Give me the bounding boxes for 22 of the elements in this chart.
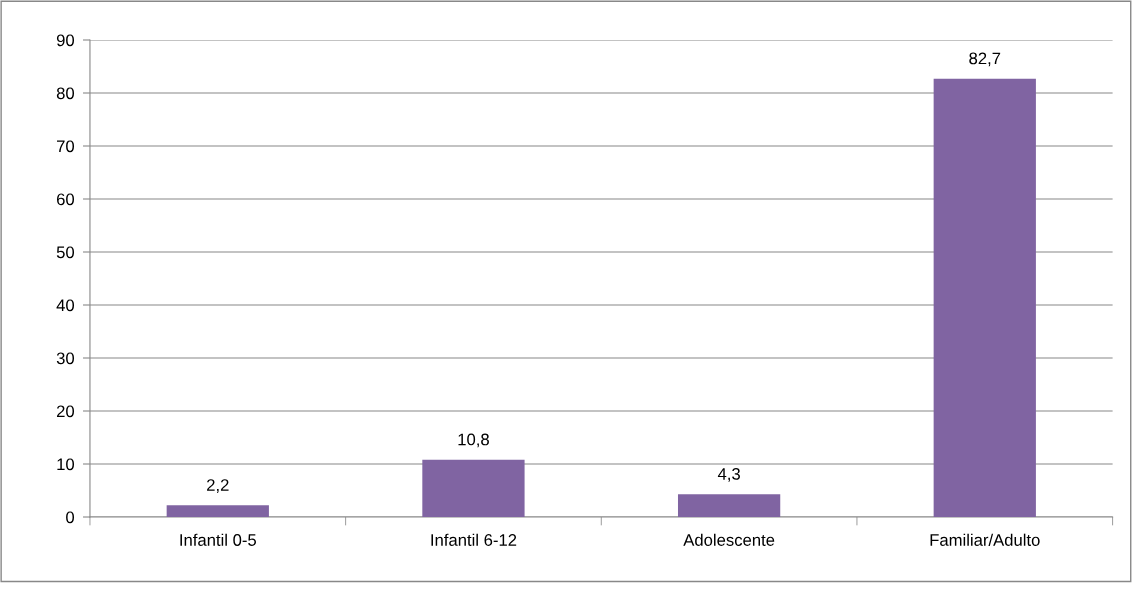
y-tick-label: 30: [56, 352, 75, 365]
bar: [166, 505, 269, 517]
x-tick-label: Adolescente: [683, 533, 775, 546]
y-tick-label: 80: [56, 87, 75, 100]
bar: [422, 459, 525, 517]
y-tick-label: 0: [66, 511, 75, 524]
bar: [933, 78, 1036, 517]
y-tick-label: 70: [57, 140, 75, 153]
data-label: 82,7: [969, 52, 1001, 67]
x-tick-label: Infantil 6-12: [431, 533, 517, 546]
x-tick-label: Familiar/Adulto: [930, 533, 1040, 546]
y-tick-label: 40: [56, 299, 75, 312]
data-label: 10,8: [458, 433, 489, 448]
y-tick-label: 20: [56, 405, 75, 418]
bar: [677, 494, 781, 517]
x-tick-label: Infantil 0-5: [180, 533, 257, 546]
y-tick-label: 10: [57, 458, 75, 471]
data-label: 4,3: [717, 468, 740, 482]
y-tick-label: 90: [56, 34, 75, 47]
y-tick-label: 60: [56, 193, 75, 206]
y-tick-label: 50: [56, 246, 75, 259]
data-label: 2,2: [207, 479, 229, 493]
